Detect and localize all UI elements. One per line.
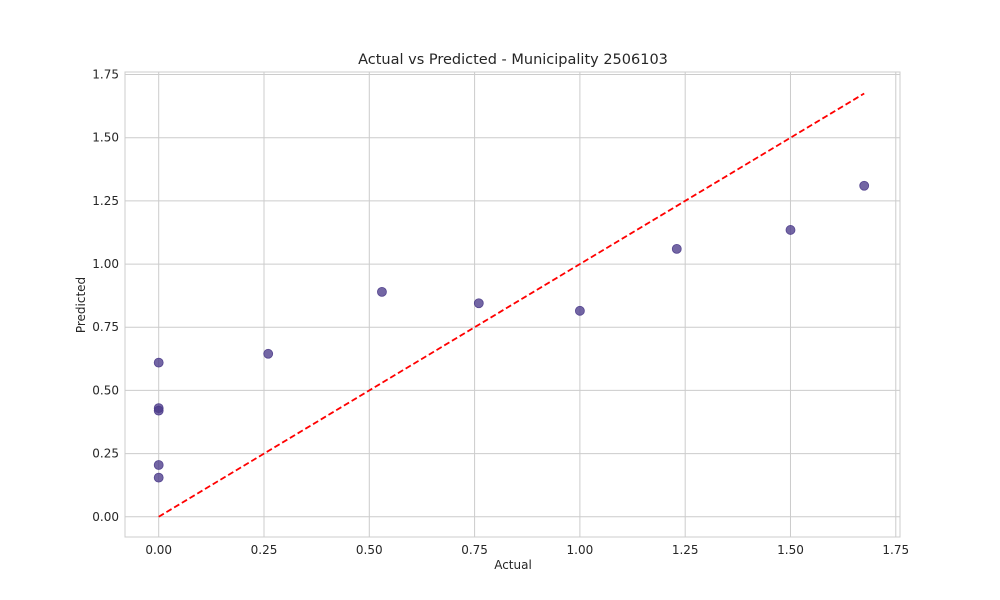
y-tick-label: 1.50 <box>92 131 119 145</box>
data-point <box>859 180 870 191</box>
data-point <box>671 244 682 254</box>
x-tick-label: 1.50 <box>777 543 804 557</box>
x-tick-label: 0.25 <box>251 543 278 557</box>
data-point <box>377 286 387 297</box>
data-point <box>153 472 164 483</box>
data-point <box>153 460 164 470</box>
y-tick-label: 0.00 <box>92 510 119 524</box>
data-point <box>153 405 164 416</box>
data-point <box>574 305 585 316</box>
reference-line-group <box>158 92 865 518</box>
x-axis-label: Actual <box>494 558 532 572</box>
x-tick-label: 1.75 <box>882 543 909 557</box>
chart-title: Actual vs Predicted - Municipality 25061… <box>358 52 668 68</box>
data-point <box>153 357 164 368</box>
reference-line <box>158 92 865 518</box>
y-tick-label: 1.75 <box>92 68 119 82</box>
data-point <box>785 225 796 235</box>
x-tick-label: 1.25 <box>672 543 699 557</box>
y-tick-label: 1.25 <box>92 194 119 208</box>
y-axis-label: Predicted <box>74 277 88 333</box>
y-tick-label: 0.75 <box>92 320 119 334</box>
y-ticks: 0.00 0.25 0.50 0.75 1.00 1.25 1.50 1.75 <box>92 68 119 524</box>
data-point <box>263 348 274 359</box>
points-group <box>153 180 870 483</box>
x-tick-label: 0.75 <box>461 543 488 557</box>
grid <box>125 72 900 537</box>
y-tick-label: 1.00 <box>92 257 119 271</box>
x-tick-label: 0.50 <box>356 543 383 557</box>
x-ticks: 0.00 0.25 0.50 0.75 1.00 1.25 1.50 1.75 <box>145 543 909 557</box>
y-tick-label: 0.25 <box>92 447 119 461</box>
plot-frame <box>124 71 901 538</box>
x-tick-label: 0.00 <box>145 543 172 557</box>
y-tick-label: 0.50 <box>92 383 119 397</box>
data-point <box>473 298 484 309</box>
x-tick-label: 1.00 <box>567 543 594 557</box>
